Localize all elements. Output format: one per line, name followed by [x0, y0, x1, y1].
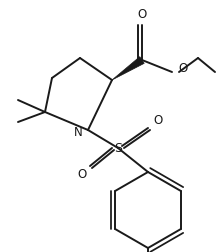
Text: S: S	[114, 142, 122, 154]
Polygon shape	[112, 57, 144, 80]
Text: O: O	[137, 8, 147, 20]
Text: O: O	[77, 169, 87, 181]
Text: N: N	[74, 125, 82, 139]
Text: O: O	[153, 113, 163, 127]
Text: O: O	[178, 61, 188, 75]
